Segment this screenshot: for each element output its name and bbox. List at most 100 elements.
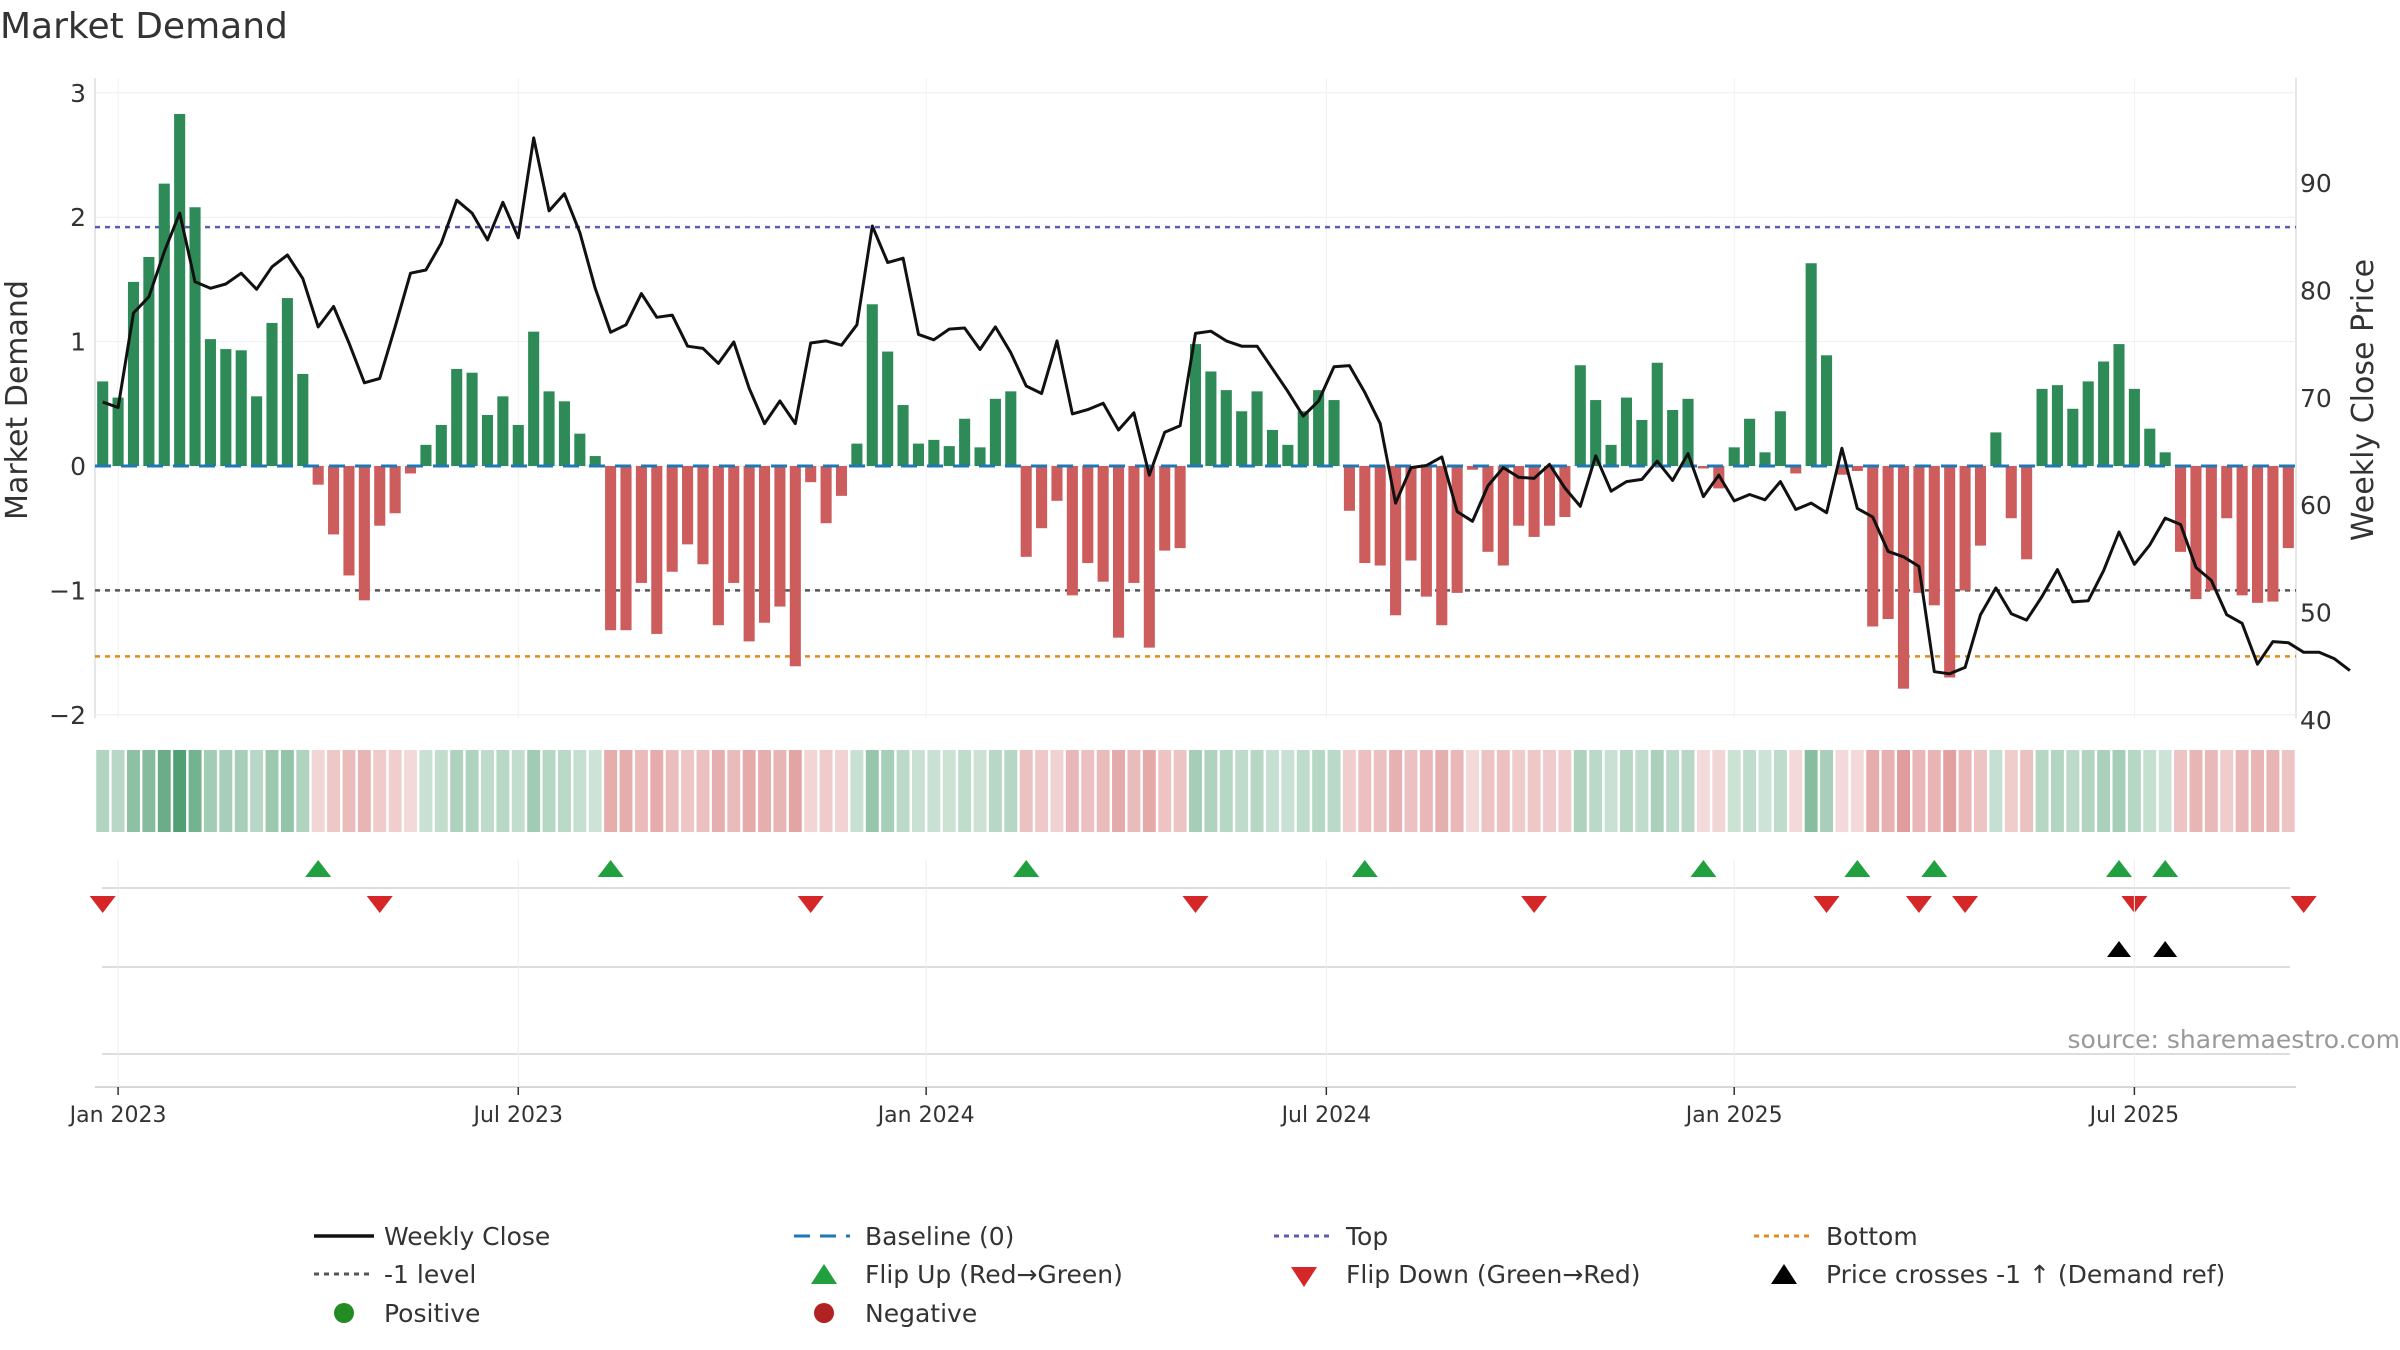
- demand-bar-positive: [466, 372, 478, 466]
- heat-cell-negative: [835, 750, 848, 832]
- demand-bar-negative: [743, 466, 755, 642]
- legend-flip-down-label: Flip Down (Green→Red): [1346, 1260, 1641, 1289]
- demand-bar-positive: [127, 281, 140, 466]
- demand-bar-negative: [1051, 466, 1063, 501]
- legend-positive-label: Positive: [384, 1299, 480, 1328]
- heat-cell-negative: [1096, 750, 1110, 832]
- heat-cell-negative: [1158, 750, 1172, 832]
- demand-bar-positive: [497, 396, 509, 466]
- heat-cell-negative: [1927, 750, 1941, 832]
- demand-bar-positive: [1744, 418, 1756, 466]
- demand-bar-negative: [2221, 466, 2233, 519]
- flip-up-marker: [1013, 860, 1040, 877]
- flip-down-marker: [2290, 896, 2317, 913]
- heat-cell-positive: [1281, 750, 1295, 832]
- heat-cell-negative: [1558, 750, 1572, 832]
- left-tick-label: 3: [70, 79, 86, 108]
- legend-bottom-label: Bottom: [1826, 1222, 1918, 1251]
- demand-bar-negative: [2175, 466, 2187, 552]
- heat-cell-positive: [973, 750, 987, 832]
- demand-bars: [97, 113, 2294, 689]
- flip-up-marker: [2105, 860, 2132, 877]
- heat-cell-positive: [958, 750, 972, 832]
- demand-bar-negative: [1174, 466, 1186, 549]
- right-tick-label: 40: [2300, 706, 2332, 735]
- heat-cell-negative: [1496, 750, 1510, 832]
- heat-cell-negative: [327, 750, 341, 832]
- demand-bar-positive: [220, 349, 232, 466]
- flip-up-marker: [1351, 860, 1378, 877]
- weekly-close-line: [102, 136, 2351, 676]
- demand-bar-positive: [866, 304, 878, 466]
- heat-cell-positive: [434, 750, 448, 832]
- demand-bar-positive: [1728, 447, 1740, 466]
- heat-cell-negative: [619, 750, 633, 832]
- demand-bar-negative: [1359, 466, 1371, 564]
- heat-cell-positive: [203, 750, 217, 832]
- demand-bar-positive: [2098, 361, 2110, 466]
- demand-bar-negative: [1405, 466, 1417, 561]
- heat-cell-positive: [1573, 750, 1587, 832]
- demand-bar-negative: [1066, 466, 1078, 596]
- heat-cell-negative: [1835, 750, 1849, 832]
- heat-cell-positive: [234, 750, 248, 832]
- demand-bar-negative: [1343, 466, 1355, 511]
- demand-bar-negative: [1851, 466, 1863, 471]
- demand-bar-positive: [589, 456, 601, 466]
- demand-bar-positive: [2067, 408, 2079, 466]
- demand-bar-negative: [389, 466, 401, 514]
- demand-bar-positive: [1005, 391, 1017, 466]
- demand-bar-negative: [1897, 466, 1910, 689]
- heat-cell-negative: [1897, 750, 1910, 832]
- heat-cell-positive: [127, 750, 140, 832]
- legend-minus-one-label: -1 level: [384, 1260, 476, 1289]
- demand-bar-positive: [928, 439, 940, 466]
- heat-cell-positive: [1743, 750, 1757, 832]
- demand-bar-positive: [1990, 432, 2002, 466]
- heat-cell-positive: [1189, 750, 1202, 832]
- heat-cell-negative: [1466, 750, 1480, 832]
- demand-bar-negative: [1390, 466, 1402, 616]
- demand-bar-positive: [2113, 344, 2125, 466]
- demand-bar-positive: [1651, 362, 1663, 466]
- x-tick-label: Jul 2023: [472, 1103, 564, 1128]
- right-tick-label: 80: [2300, 276, 2332, 305]
- right-tick-label: 90: [2300, 169, 2332, 198]
- demand-bar-positive: [1805, 263, 1817, 466]
- demand-bar-negative: [1482, 466, 1494, 552]
- demand-bar-positive: [435, 424, 447, 466]
- heat-cell-positive: [2050, 750, 2064, 832]
- demand-bar-positive: [158, 183, 170, 466]
- demand-bar-positive: [1297, 411, 1309, 466]
- heat-cell-positive: [450, 750, 464, 832]
- demand-bar-negative: [1497, 466, 1509, 566]
- legend-flip-down-icon: [1291, 1267, 1317, 1287]
- flip-up-marker: [1690, 860, 1717, 877]
- demand-bar-positive: [281, 298, 293, 466]
- price-cross-marker: [2153, 941, 2178, 957]
- heat-cell-positive: [188, 750, 202, 832]
- demand-bar-positive: [1282, 444, 1294, 466]
- demand-bar-negative: [758, 466, 771, 623]
- demand-bar-negative: [697, 466, 709, 565]
- legend-price-cross-label: Price crosses -1 ↑ (Demand ref): [1826, 1260, 2225, 1289]
- heat-cell-positive: [1666, 750, 1680, 832]
- heat-cell-negative: [311, 750, 325, 832]
- demand-bar-positive: [528, 331, 540, 466]
- right-tick-label: 50: [2300, 599, 2332, 628]
- right-axis-ticks: 40 50 60 70 80 90: [2300, 169, 2332, 735]
- heat-cell-negative: [1050, 750, 1064, 832]
- legend-flip-up-label: Flip Up (Red→Green): [865, 1260, 1123, 1289]
- heat-cell-positive: [1250, 750, 1264, 832]
- demand-bar-negative: [1143, 466, 1155, 648]
- heat-cell-negative: [711, 750, 725, 832]
- heat-cell-negative: [1881, 750, 1895, 832]
- demand-bar-positive: [143, 257, 155, 466]
- flip-down-marker: [366, 896, 393, 913]
- heat-cell-negative: [1912, 750, 1926, 832]
- heat-cell-negative: [1789, 750, 1803, 832]
- heat-cell-negative: [1019, 750, 1033, 832]
- heat-cell-positive: [157, 750, 171, 832]
- heat-cell-positive: [1773, 750, 1787, 832]
- x-tick-label: Jul 2024: [1280, 1103, 1372, 1128]
